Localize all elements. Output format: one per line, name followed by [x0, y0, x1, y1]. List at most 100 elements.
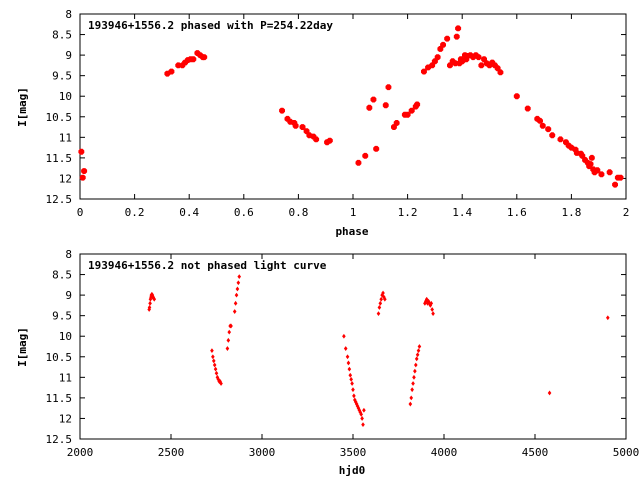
y-tick-label: 12 [59, 412, 72, 425]
data-point [370, 96, 377, 103]
data-point [353, 399, 358, 405]
data-points [147, 274, 610, 428]
data-point [78, 148, 85, 155]
data-point [227, 329, 232, 335]
data-point [342, 333, 346, 339]
data-point [587, 161, 594, 167]
data-point [440, 41, 446, 48]
data-point [210, 348, 214, 354]
data-point [411, 381, 415, 386]
y-tick-label: 10.5 [46, 351, 73, 364]
data-point [430, 307, 434, 312]
data-point [539, 122, 546, 129]
y-tick-label: 11.5 [46, 152, 73, 165]
data-point [417, 344, 422, 349]
x-tick-label: 0.4 [179, 206, 199, 219]
data-point [361, 422, 365, 428]
data-point [455, 25, 462, 32]
data-point [356, 405, 361, 411]
data-point [355, 403, 360, 409]
data-point [359, 411, 363, 417]
data-point [234, 292, 239, 298]
x-tick-label: 0.8 [288, 206, 308, 219]
data-point [524, 105, 531, 112]
data-point [416, 348, 421, 354]
y-tick-labels: 8 8.5 9 9.5 10 10.5 11 11.5 12 12.5 [46, 8, 73, 206]
x-tick-labels: 2000 2500 3000 3500 4000 4500 5000 [67, 446, 640, 459]
data-point [424, 298, 428, 304]
data-point [426, 298, 431, 304]
data-point [347, 366, 352, 372]
phased-light-curve-panel: 0 0.2 0.4 0.6 0.8 1 1.2 1.4 1.6 1.8 2 8 8.5 9 9.5 10 10… [16, 8, 629, 238]
data-point [152, 296, 157, 302]
y-tick-label: 9.5 [52, 70, 72, 83]
data-point [201, 54, 208, 61]
x-tick-label: 0.6 [234, 206, 254, 219]
data-point [598, 171, 605, 178]
data-point [549, 132, 556, 139]
data-point [404, 111, 411, 118]
data-point [279, 107, 285, 114]
x-tick-label: 0.2 [125, 206, 145, 219]
data-point [358, 409, 363, 415]
data-point [414, 101, 421, 108]
data-point [424, 296, 429, 302]
data-point [299, 124, 306, 130]
x-tick-label: 4500 [522, 446, 549, 459]
data-point [545, 126, 552, 133]
y-tick-label: 8.5 [52, 269, 72, 282]
data-point [357, 407, 362, 413]
data-point [168, 68, 175, 75]
data-point [362, 407, 366, 413]
data-point [594, 167, 601, 174]
data-point [606, 315, 610, 321]
x-tick-label: 4000 [431, 446, 458, 459]
x-tick-label: 1.2 [398, 206, 418, 219]
data-point [606, 169, 613, 176]
data-point [229, 323, 233, 329]
data-point [377, 305, 382, 310]
data-point [351, 387, 355, 393]
data-point [379, 296, 384, 302]
tick-marks [79, 13, 627, 200]
data-point [148, 300, 152, 306]
x-tick-label: 5000 [613, 446, 640, 459]
x-tick-label: 2000 [67, 446, 94, 459]
data-point [475, 54, 482, 61]
data-point [380, 292, 384, 298]
data-point [557, 136, 564, 143]
data-point [355, 159, 362, 166]
data-point [421, 68, 427, 75]
y-tick-label: 12.5 [46, 193, 73, 206]
data-point [212, 362, 217, 368]
data-point [236, 280, 241, 286]
data-point [346, 360, 351, 366]
data-point [190, 56, 197, 63]
y-tick-label: 9 [65, 49, 72, 62]
data-point [233, 300, 238, 306]
data-point [313, 136, 320, 143]
data-point [378, 300, 383, 306]
unphased-light-curve-panel: 2000 2500 3000 3500 4000 4500 5000 8 8.5 9 9.5 10 1… [16, 248, 639, 477]
data-point [352, 393, 356, 399]
data-point [79, 174, 86, 181]
y-tick-label: 10 [59, 90, 72, 103]
data-point [381, 290, 385, 296]
data-point [147, 307, 151, 312]
data-point [214, 370, 219, 376]
chart-title: 193946+1556.2 phased with P=254.22day [88, 19, 333, 32]
data-point [434, 54, 441, 61]
x-tick-labels: 0 0.2 0.4 0.6 0.8 1 1.2 1.4 1.6 1.8 2 [77, 206, 630, 219]
data-point [360, 416, 364, 421]
x-axis-label: hjd0 [339, 464, 366, 477]
y-tick-label: 8 [65, 8, 72, 21]
x-tick-label: 0 [77, 206, 84, 219]
data-point [211, 354, 215, 360]
data-point [362, 152, 369, 159]
data-point [385, 84, 392, 91]
data-point [292, 122, 299, 129]
tick-marks [79, 253, 627, 440]
data-point [617, 174, 624, 181]
data-point [588, 154, 595, 161]
